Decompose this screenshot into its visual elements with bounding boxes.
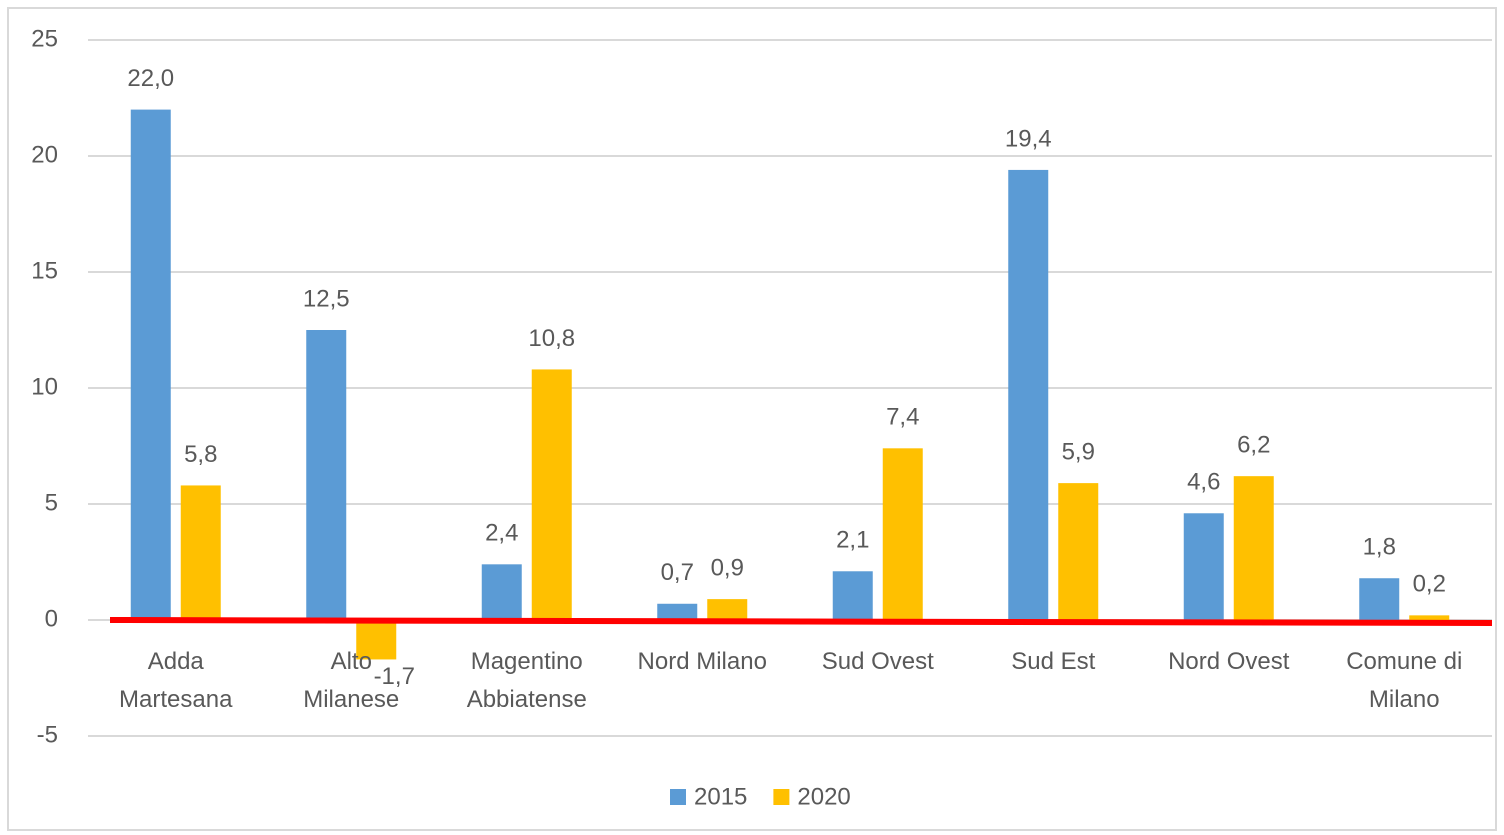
y-tick-label: 25 bbox=[31, 25, 58, 52]
bar bbox=[1409, 615, 1450, 620]
bar bbox=[130, 109, 171, 620]
y-tick-label: 15 bbox=[31, 257, 58, 284]
x-tick-label: Alto Milanese bbox=[303, 648, 400, 713]
bar bbox=[882, 448, 923, 620]
bar bbox=[1359, 578, 1400, 620]
data-label: 22,0 bbox=[127, 65, 174, 92]
data-label: -1,7 bbox=[374, 663, 415, 690]
x-tick-label: Comune di Milano bbox=[1346, 648, 1463, 713]
data-label: 10,8 bbox=[528, 325, 575, 352]
bar bbox=[356, 620, 397, 660]
bar bbox=[832, 571, 873, 620]
y-tick-label: 10 bbox=[31, 373, 58, 400]
legend-swatch bbox=[670, 789, 686, 805]
data-label: 7,4 bbox=[886, 404, 919, 431]
bar bbox=[657, 603, 698, 620]
data-label: 12,5 bbox=[303, 285, 350, 312]
bar bbox=[306, 330, 347, 620]
bar bbox=[1008, 169, 1049, 621]
legend-label: 2020 bbox=[797, 783, 850, 810]
y-tick-label: 20 bbox=[31, 141, 58, 168]
x-tick-label: Sud Ovest bbox=[821, 648, 934, 675]
legend-swatch bbox=[773, 789, 790, 805]
x-tick-label: Adda Martesana bbox=[119, 648, 233, 713]
x-tick-label: Nord Milano bbox=[637, 648, 767, 675]
bar bbox=[531, 369, 572, 620]
data-label: 1,8 bbox=[1363, 534, 1396, 561]
data-label: 2,4 bbox=[485, 520, 518, 547]
data-label: 5,9 bbox=[1062, 438, 1095, 465]
bar bbox=[1233, 476, 1274, 620]
bar bbox=[1058, 483, 1099, 620]
y-tick-label: 0 bbox=[45, 605, 58, 632]
data-label: 0,9 bbox=[711, 554, 744, 581]
x-tick-label: Nord Ovest bbox=[1168, 648, 1290, 675]
data-label: 19,4 bbox=[1005, 125, 1052, 152]
x-tick-label: Magentino Abbiatense bbox=[466, 648, 587, 713]
chart-border bbox=[7, 7, 1497, 831]
bar bbox=[1183, 513, 1224, 620]
x-tick-label: Sud Est bbox=[1011, 648, 1096, 675]
y-tick-label: -5 bbox=[37, 721, 58, 748]
data-label: 6,2 bbox=[1237, 432, 1270, 459]
data-label: 0,2 bbox=[1413, 571, 1446, 598]
data-label: 5,8 bbox=[184, 441, 217, 468]
bar bbox=[707, 599, 748, 620]
bar bbox=[481, 564, 522, 620]
legend-label: 2015 bbox=[694, 783, 747, 810]
bar bbox=[180, 485, 221, 620]
zero-line bbox=[109, 617, 1493, 626]
data-label: 0,7 bbox=[661, 559, 694, 586]
data-label: 4,6 bbox=[1187, 469, 1220, 496]
data-label: 2,1 bbox=[836, 527, 869, 554]
y-tick-label: 5 bbox=[45, 489, 58, 516]
